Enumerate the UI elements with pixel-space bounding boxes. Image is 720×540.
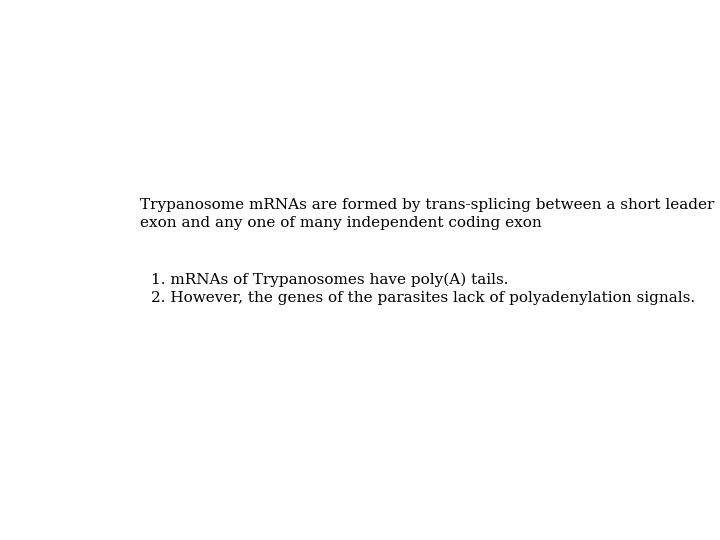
Text: Trypanosome mRNAs are formed by trans-splicing between a short leader
exon and a: Trypanosome mRNAs are formed by trans-sp… [140,198,714,230]
Text: 1. mRNAs of Trypanosomes have poly(A) tails.
2. However, the genes of the parasi: 1. mRNAs of Trypanosomes have poly(A) ta… [151,273,696,306]
